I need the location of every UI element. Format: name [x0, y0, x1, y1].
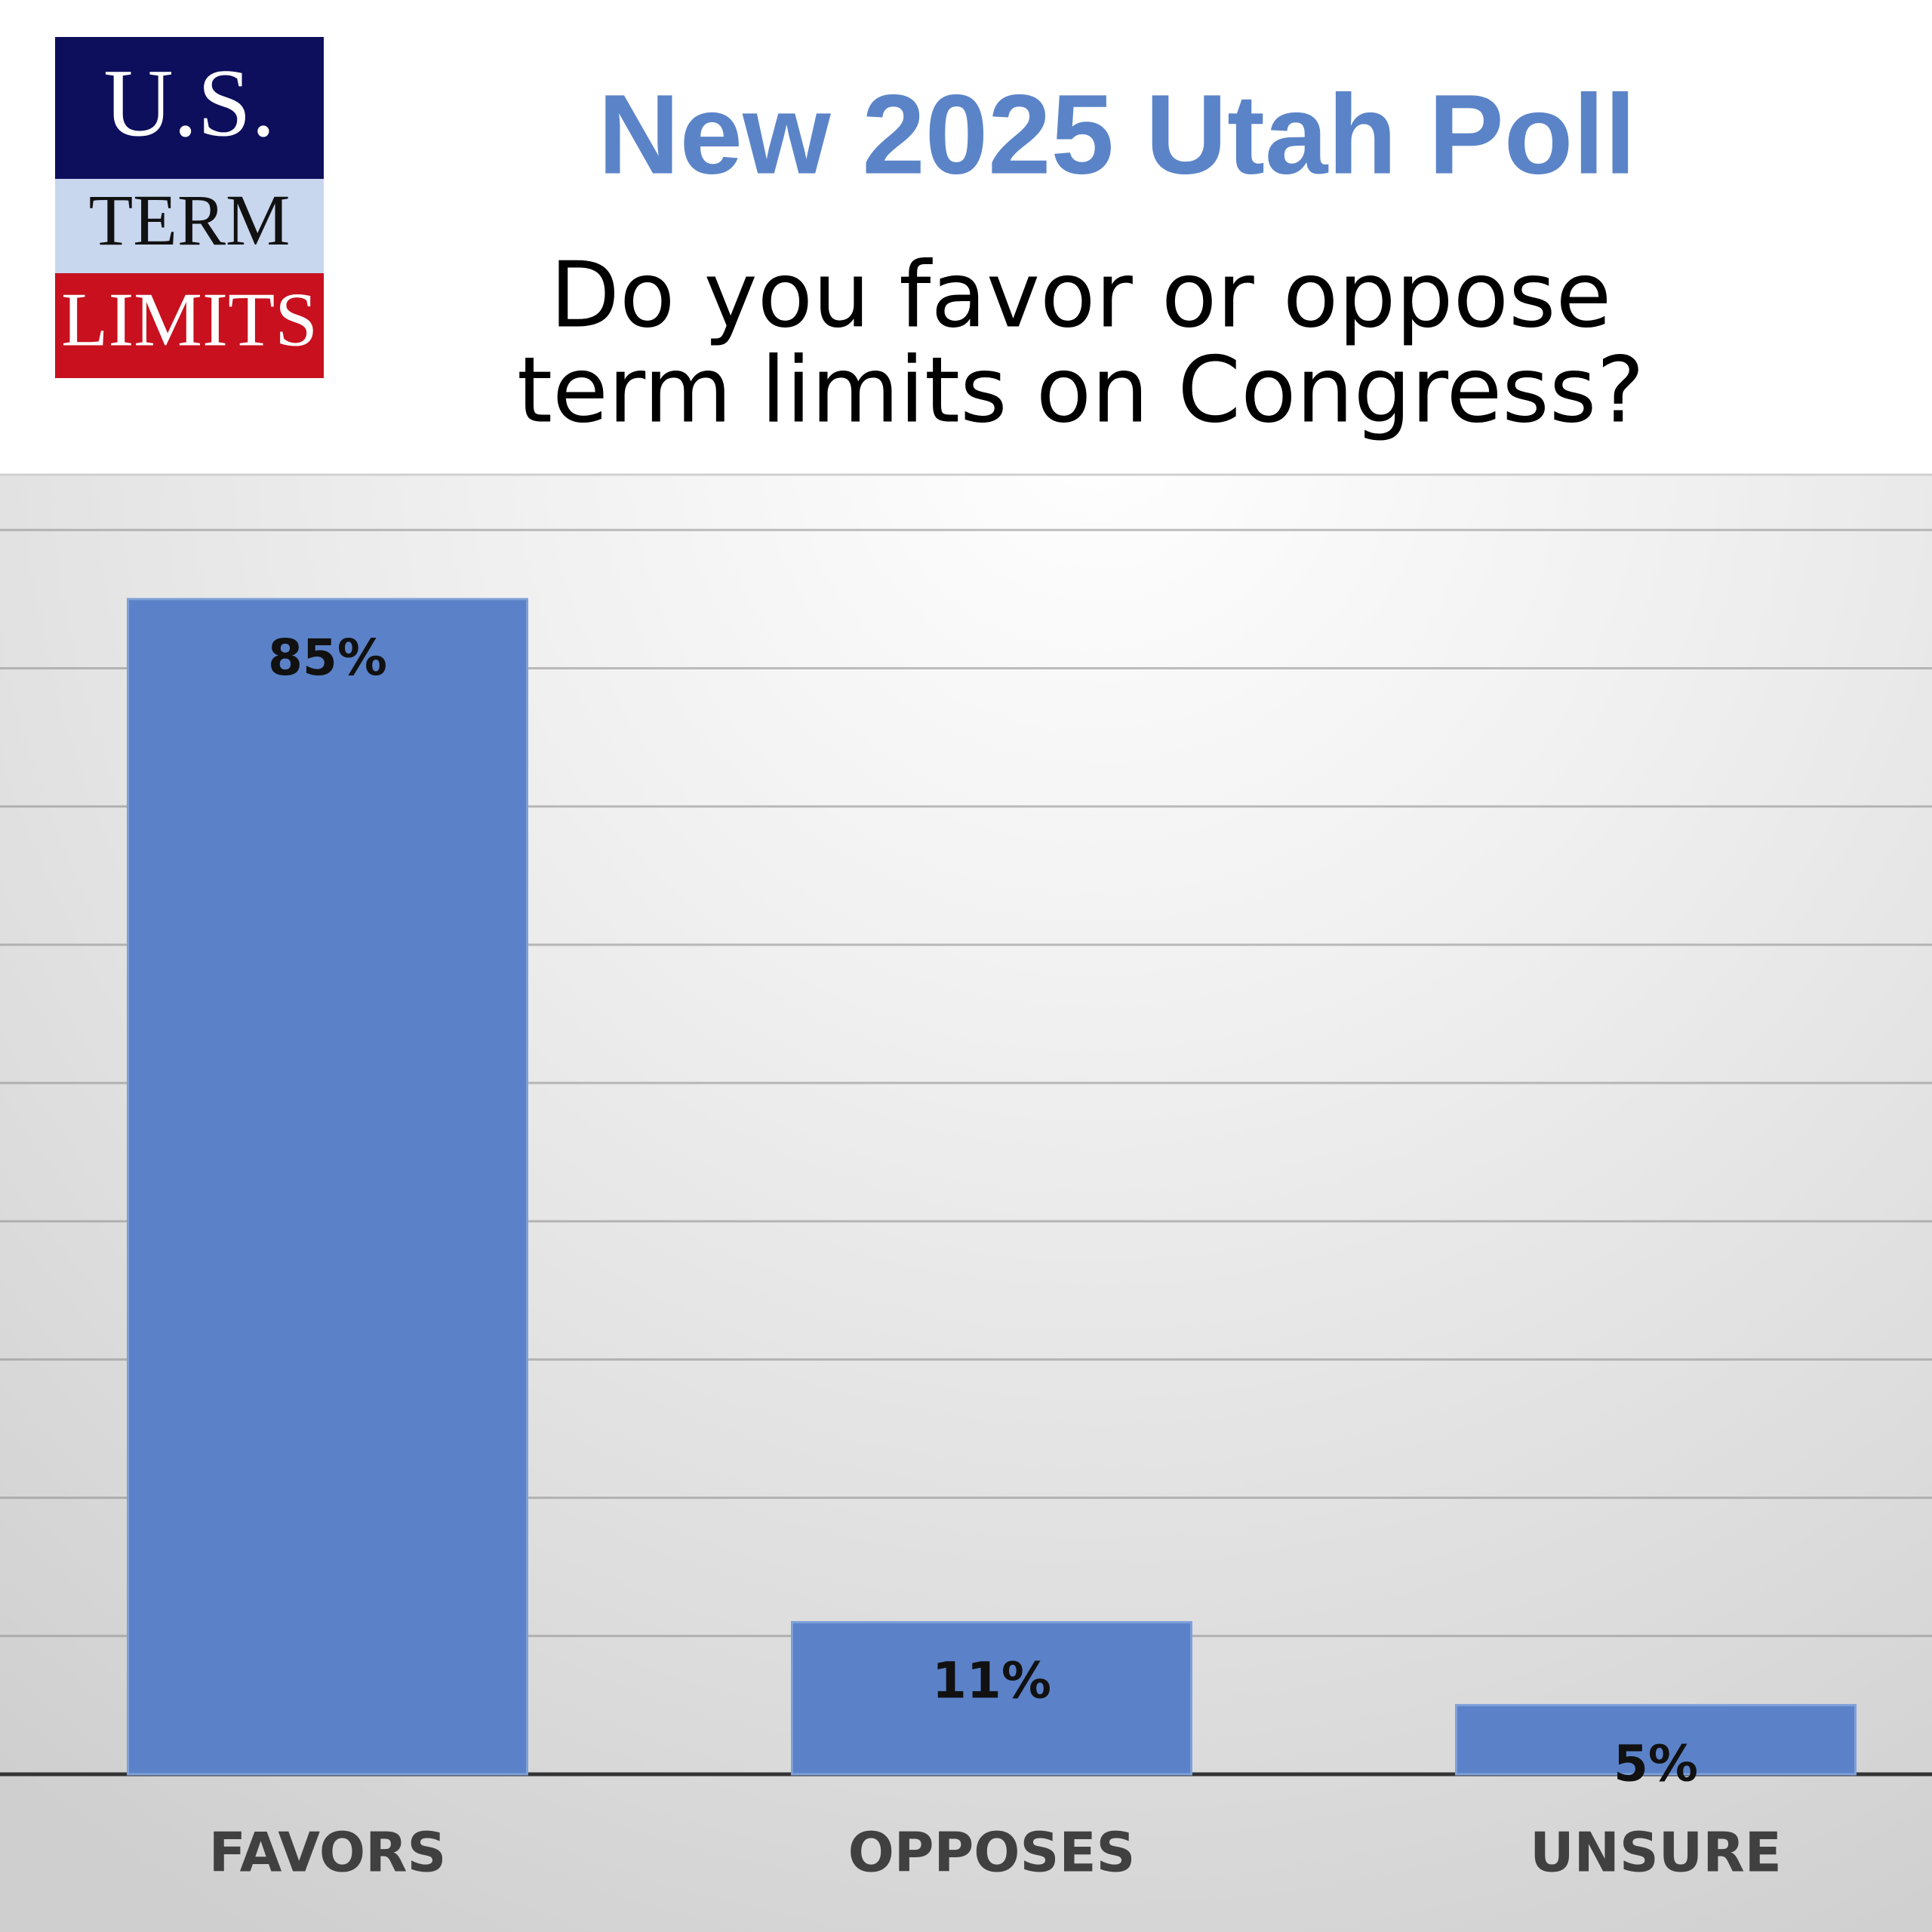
chart-subtitle: term limits on Congress?	[517, 339, 1644, 444]
chart-subtitle: Do you favor or oppose	[550, 244, 1612, 349]
bar	[1455, 1703, 1857, 1776]
bar	[127, 598, 528, 1776]
x-tick-label: OPPOSES	[848, 1821, 1136, 1884]
logo-band	[55, 179, 324, 273]
logo-band	[55, 37, 324, 179]
value-label: 5%	[1614, 1734, 1698, 1792]
chart-title: New 2025 Utah Poll	[598, 71, 1636, 198]
logo: U.S. TERM LIMITS	[55, 37, 324, 378]
bar	[791, 1620, 1192, 1776]
logo-text: LIMITS	[61, 277, 318, 362]
value-label: 11%	[932, 1652, 1051, 1710]
x-tick-label: FAVORS	[209, 1821, 447, 1884]
x-tick-label: UNSURE	[1530, 1821, 1782, 1884]
logo-text: U.S.	[103, 49, 275, 156]
value-label: 85%	[268, 629, 387, 687]
logo-text: TERM	[89, 180, 291, 260]
logo-band	[55, 273, 324, 378]
